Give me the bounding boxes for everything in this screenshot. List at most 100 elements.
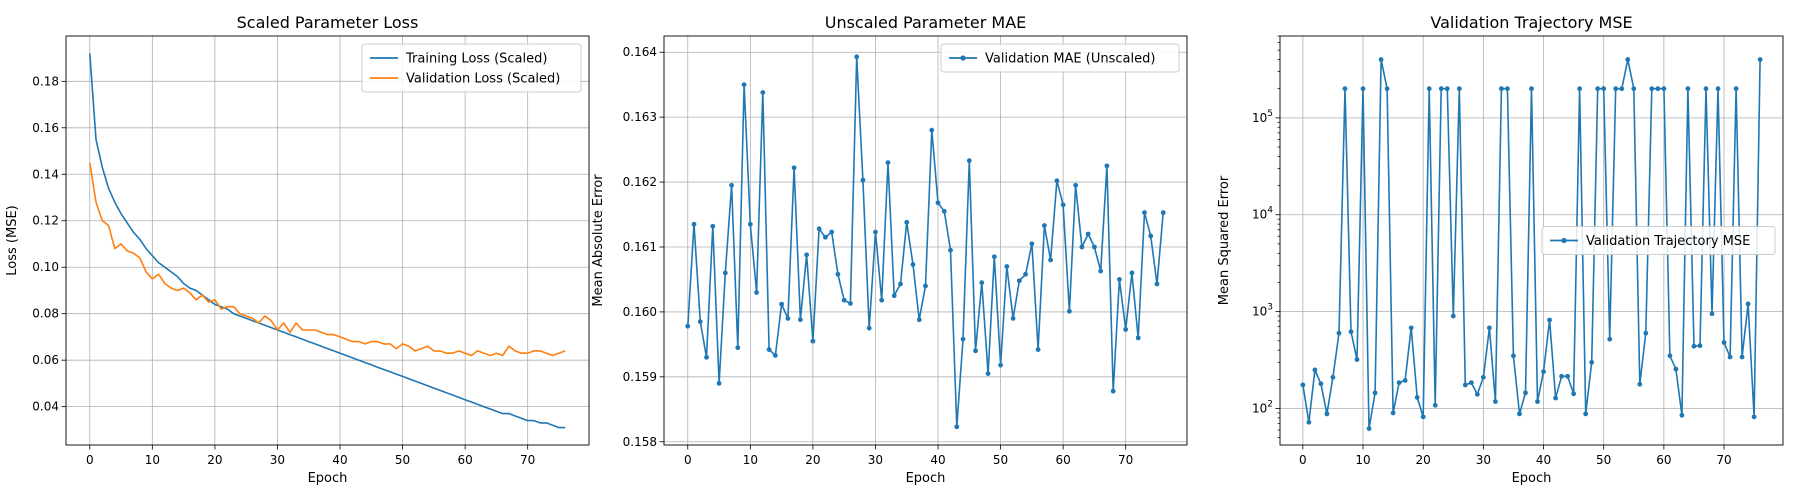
data-point [1757,57,1763,62]
x-tick-label: 20 [207,453,222,467]
data-point [1016,278,1022,284]
data-point [1571,391,1577,397]
data-point [1041,223,1047,228]
data-point [1480,374,1486,380]
data-point [1378,57,1384,62]
y-tick-label: 0.163 [623,110,657,124]
data-point [923,283,928,289]
data-point [1474,391,1480,397]
data-point [948,247,953,253]
data-point [1499,86,1504,92]
data-point [1450,313,1456,319]
data-point [810,338,816,344]
data-point [1402,378,1408,383]
chart-title: Scaled Parameter Loss [237,13,419,32]
data-point [1486,325,1492,331]
data-point [710,223,716,229]
data-point [1709,311,1715,317]
data-point [1330,374,1336,380]
data-point [1619,86,1625,92]
data-point [1023,271,1028,277]
data-point [1384,86,1390,92]
data-point [1054,178,1060,184]
data-point [754,290,759,295]
y-tick-label: 0.10 [32,260,59,274]
data-point [835,271,841,277]
data-point [904,219,910,225]
data-point [1751,414,1757,420]
x-tick-label: 50 [993,453,1008,467]
legend: Training Loss (Scaled) Validation Loss (S… [361,43,582,93]
series-line [89,53,566,429]
y-tick-label: 0.159 [623,370,657,384]
y-tick-label: 0.160 [623,305,657,319]
data-point [935,200,941,206]
data-point [848,301,853,306]
series-line [687,55,1164,428]
data-point [954,424,960,430]
data-point [1079,244,1085,250]
data-point [1697,343,1703,349]
x-axis-label: Epoch [308,471,348,486]
data-point [873,229,878,235]
data-point [716,380,722,386]
y-axis-label: Loss (MSE) [5,205,20,275]
data-point [1511,353,1516,359]
data-point [1601,86,1607,92]
data-point [998,362,1003,368]
grid [66,36,589,445]
x-tick-label: 20 [805,453,820,467]
data-point [985,371,991,376]
data-point [823,234,828,240]
data-point [766,347,772,352]
data-point [1035,347,1041,352]
x-axis-label: Epoch [906,471,946,486]
data-point [1462,382,1468,388]
x-tick-label: 30 [1476,453,1491,467]
data-point [973,348,978,354]
x-tick-label: 70 [520,453,535,467]
data-point [1408,325,1414,331]
x-tick-label: 0 [1299,453,1307,467]
data-point [1360,86,1366,92]
x-tick-label: 50 [1596,453,1611,467]
data-point [1154,281,1160,287]
x-tick-label: 10 [145,453,160,467]
data-point [1492,399,1498,404]
data-point [1535,399,1540,404]
grid [664,36,1187,445]
y-tick-label: 0.158 [623,435,657,449]
x-tick-label: 70 [1716,453,1731,467]
data-point [1135,335,1141,341]
data-point [779,301,785,307]
x-tick-label: 30 [270,453,285,467]
y-axis-label: Mean Squared Error [1217,175,1232,305]
data-point [1123,327,1129,332]
x-tick-label: 10 [1355,453,1370,467]
data-point [697,319,703,325]
x-tick-label: 60 [457,453,472,467]
data-point [804,252,810,258]
data-point [1372,390,1378,396]
y-tick-label: 0.162 [623,175,657,189]
data-point [1468,380,1474,386]
data-point [1117,277,1122,282]
data-point [1505,86,1510,92]
data-point [1396,380,1402,386]
data-point [1715,86,1721,92]
legend: Validation MAE (Unscaled) [940,43,1180,73]
y-tick-label: 0.161 [623,240,657,254]
data-point [1148,233,1154,239]
data-point [1300,382,1306,388]
data-point [1589,359,1595,365]
legend-box [940,43,1180,73]
data-point [910,262,916,267]
x-tick-label: 60 [1656,453,1671,467]
data-point [1517,411,1522,417]
data-point [735,345,741,351]
data-point [741,82,747,88]
data-point [841,297,847,303]
data-point [1104,163,1110,169]
y-tick-label: 103 [1252,303,1273,319]
data-point [1048,257,1054,263]
